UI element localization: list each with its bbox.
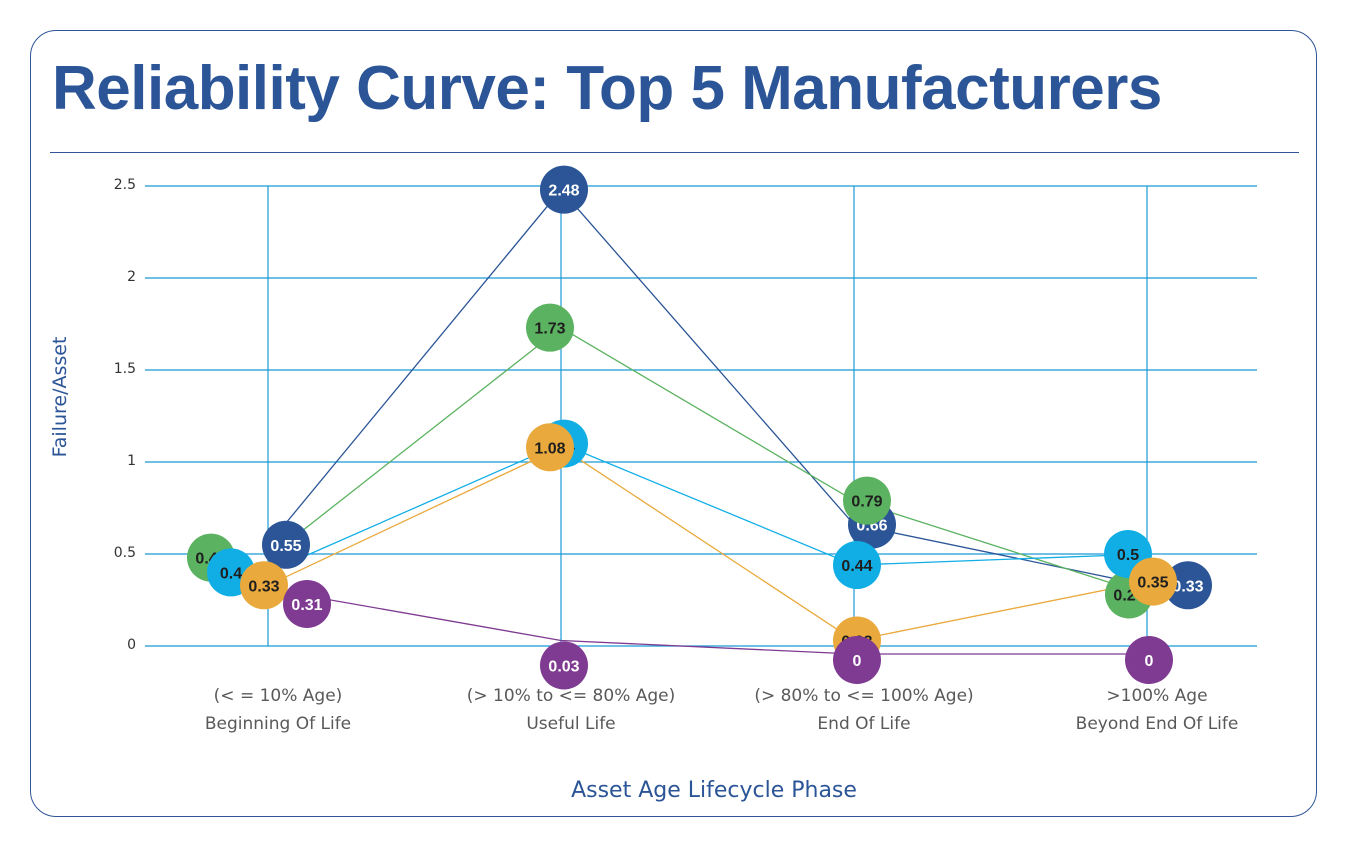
x-tick-label: (> 80% to <= 100% Age) End Of Life	[754, 682, 973, 738]
data-label: 0.35	[1137, 575, 1168, 592]
x-tick-label-range: (> 80% to <= 100% Age)	[754, 686, 974, 706]
series-line	[267, 446, 1148, 642]
data-point-marker[interactable]	[1129, 557, 1177, 606]
y-tick-label: 2.5	[113, 177, 136, 193]
data-label: 0.79	[851, 494, 882, 511]
data-point[interactable]: 0.31	[283, 579, 331, 628]
x-tick-label-range: >100% Age	[1106, 686, 1208, 706]
data-point-marker[interactable]	[526, 303, 574, 352]
data-label: 2.48	[548, 183, 579, 200]
x-tick-label: >100% Age Beyond End Of Life	[1076, 682, 1239, 738]
data-point-marker[interactable]	[1164, 561, 1212, 610]
data-point-marker[interactable]	[526, 423, 574, 472]
data-point-marker[interactable]	[262, 520, 310, 569]
x-tick-label: (> 10% to <= 80% Age) Useful Life	[467, 682, 676, 738]
x-tick-label-range: (< = 10% Age)	[213, 686, 343, 706]
data-label: 0.4	[220, 565, 242, 582]
data-point[interactable]: 0	[833, 636, 881, 684]
data-label: 0	[853, 653, 862, 670]
x-tick-label: (< = 10% Age) Beginning Of Life	[205, 682, 351, 738]
data-point[interactable]: 0.79	[843, 476, 891, 525]
x-axis-title: Asset Age Lifecycle Phase	[571, 778, 857, 803]
chart-card	[30, 30, 1317, 817]
grid-layer	[145, 185, 1257, 647]
data-point-marker[interactable]	[283, 579, 331, 628]
data-point-marker[interactable]	[1125, 636, 1173, 684]
data-label: 0.55	[270, 538, 301, 555]
data-label: 0.5	[1117, 547, 1139, 564]
data-label: 1.73	[534, 321, 565, 338]
y-tick-label: 1.5	[113, 361, 136, 377]
data-point[interactable]: 1.73	[526, 303, 574, 352]
chart-title: Reliability Curve: Top 5 Manufacturers	[52, 54, 1162, 123]
data-point[interactable]: 0.35	[1129, 557, 1177, 606]
y-tick-label: 1	[127, 453, 136, 469]
series-line	[267, 188, 1148, 586]
data-point-marker[interactable]	[833, 636, 881, 684]
x-tick-label-range: (> 10% to <= 80% Age)	[466, 686, 676, 706]
data-label: 0.44	[841, 558, 872, 575]
data-point[interactable]: 0.55	[262, 520, 310, 569]
series-markers-layer: 0.552.480.660.330.481.730.790.280.41.10.…	[187, 165, 1212, 690]
y-tick-label: 0	[127, 637, 136, 653]
data-point-marker[interactable]	[843, 476, 891, 525]
data-point[interactable]: 0	[1125, 636, 1173, 684]
data-label: 1.08	[534, 440, 565, 457]
data-point[interactable]: 1.08	[526, 423, 574, 472]
data-point[interactable]: 0.33	[240, 561, 288, 610]
data-point-marker[interactable]	[540, 641, 588, 690]
y-tick-label: 0.5	[113, 545, 136, 561]
y-tick-label: 2	[127, 269, 136, 285]
data-label: 0.33	[248, 578, 279, 595]
data-label: 0.03	[548, 658, 579, 675]
x-tick-label-phase: End Of Life	[817, 714, 911, 734]
series-line	[267, 442, 1148, 573]
x-tick-label-phase: Useful Life	[526, 714, 616, 734]
series-line	[267, 588, 1147, 655]
data-label: 0	[1145, 653, 1154, 670]
title-divider	[50, 152, 1299, 153]
x-tick-label-phase: Beginning Of Life	[204, 714, 352, 734]
data-label: 0.33	[1172, 578, 1203, 595]
x-tick-label-phase: Beyond End Of Life	[1075, 714, 1239, 734]
y-axis-title: Failure/Asset	[49, 336, 71, 458]
series-lines-layer	[267, 188, 1148, 655]
data-point[interactable]: 0.03	[540, 641, 588, 690]
data-point[interactable]: 0.33	[1164, 561, 1212, 610]
data-label: 0.31	[291, 597, 322, 614]
data-point-marker[interactable]	[540, 165, 588, 214]
series-line	[267, 326, 1148, 596]
data-point[interactable]: 2.48	[540, 165, 588, 214]
data-point[interactable]: 0.44	[833, 541, 881, 590]
data-point-marker[interactable]	[240, 561, 288, 610]
data-point-marker[interactable]	[833, 541, 881, 590]
